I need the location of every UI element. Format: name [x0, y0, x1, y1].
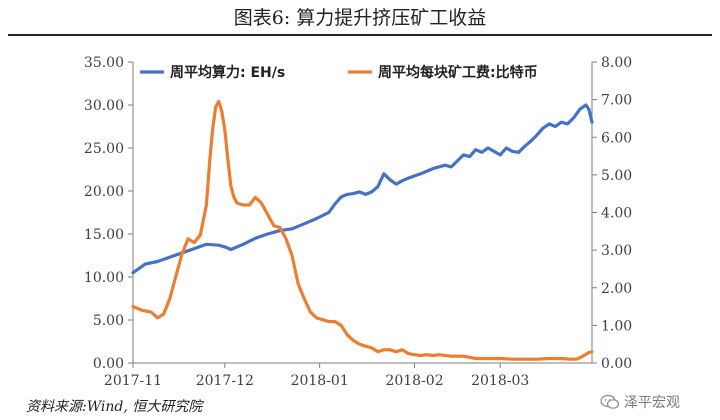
x-tick-label: 2018-01	[291, 373, 349, 389]
y-left-tick-label: 35.00	[84, 55, 124, 71]
y-left-tick-label: 5.00	[93, 313, 124, 329]
watermark-text: 泽平宏观	[624, 395, 680, 411]
y-right-tick-label: 8.00	[601, 55, 632, 71]
y-left-tick-label: 10.00	[84, 270, 124, 286]
y-right-tick-label: 1.00	[601, 318, 632, 334]
y-left-tick-label: 30.00	[84, 98, 124, 114]
x-tick-label: 2018-03	[471, 373, 529, 389]
y-left-tick-label: 0.00	[93, 356, 124, 372]
legend: 周平均算力: EH/s 周平均每块矿工费:比特币	[140, 64, 538, 81]
y-right-tick-label: 7.00	[601, 93, 632, 109]
y-left-tick-label: 15.00	[84, 227, 124, 243]
wechat-icon	[600, 394, 620, 409]
series-line-1	[131, 103, 594, 275]
y-right-tick-label: 4.00	[601, 206, 632, 222]
watermark: 泽平宏观	[600, 392, 680, 412]
y-right-tick-label: 0.00	[601, 356, 632, 372]
series-layer	[131, 99, 594, 361]
x-tick-label: 2018-02	[385, 373, 443, 389]
x-tick-label: 2017-12	[196, 373, 254, 389]
y-left-tick-label: 20.00	[84, 184, 124, 200]
axes: 0.00 5.00 10.00 15.00 20.00 25.00 30.00 35.00 0.…	[84, 55, 632, 389]
source-note: 资料来源:Wind, 恒大研究院	[26, 399, 203, 415]
y-right-tick-label: 2.00	[601, 281, 632, 297]
series-line-2	[131, 99, 594, 361]
y-right-tick-label: 6.00	[601, 130, 632, 146]
y-left-tick-label: 25.00	[84, 141, 124, 157]
figure-title: 图表6: 算力提升挤压矿工收益	[233, 7, 487, 29]
x-tick-label: 2017-11	[104, 373, 162, 389]
y-right-tick-label: 5.00	[601, 168, 632, 184]
y-right-tick-label: 3.00	[601, 243, 632, 259]
legend-label-2: 周平均每块矿工费:比特币	[378, 64, 538, 81]
title-rule	[8, 34, 712, 36]
legend-label-1: 周平均算力: EH/s	[170, 64, 285, 81]
